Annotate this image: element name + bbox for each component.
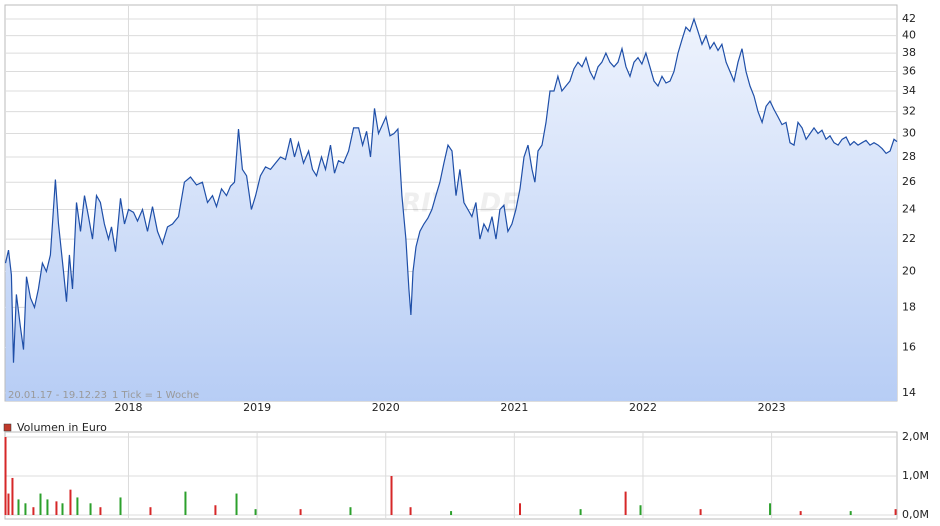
volume-bar xyxy=(214,505,217,515)
volume-bar xyxy=(450,511,453,515)
volume-bar xyxy=(17,499,20,515)
volume-bar xyxy=(349,507,352,515)
volume-bar xyxy=(254,509,257,515)
y-tick-label: 30 xyxy=(902,127,916,140)
legend-swatch xyxy=(3,423,12,432)
volume-bar xyxy=(849,511,852,515)
volume-bar xyxy=(99,507,102,515)
y-tick-label: 34 xyxy=(902,84,916,97)
volume-bar xyxy=(39,493,42,515)
volume-bar xyxy=(69,489,72,515)
y-tick-label: 18 xyxy=(902,300,916,313)
y-tick-label: 24 xyxy=(902,202,916,215)
volume-bar xyxy=(579,509,582,515)
y-tick-label: 38 xyxy=(902,46,916,59)
volume-bar xyxy=(24,503,27,515)
y-tick-label: 40 xyxy=(902,29,916,42)
legend-label: Volumen in Euro xyxy=(17,421,107,434)
volume-bar xyxy=(55,501,58,515)
volume-bar xyxy=(299,509,302,515)
y-tick-label: 0,0M xyxy=(902,508,929,521)
x-tick-label: 2023 xyxy=(758,401,786,414)
volume-bar xyxy=(61,503,64,515)
tick-note: 1 Tick = 1 Woche xyxy=(112,390,199,401)
volume-bar xyxy=(699,509,702,515)
y-tick-label: 26 xyxy=(902,175,916,188)
volume-bar xyxy=(769,503,772,515)
x-tick-label: 2019 xyxy=(243,401,271,414)
x-tick-label: 2022 xyxy=(629,401,657,414)
volume-bar xyxy=(235,493,238,515)
volume-bar xyxy=(76,497,79,515)
y-tick-label: 28 xyxy=(902,150,916,163)
volume-bar xyxy=(184,491,187,515)
x-tick-label: 2021 xyxy=(500,401,528,414)
y-tick-label: 32 xyxy=(902,105,916,118)
volume-bar xyxy=(119,497,122,515)
y-tick-label: 22 xyxy=(902,232,916,245)
volume-bar xyxy=(390,476,393,515)
volume-bar xyxy=(4,437,7,515)
range-label: 20.01.17 - 19.12.23 xyxy=(8,390,107,401)
volume-bar xyxy=(624,491,627,515)
volume-bar xyxy=(409,507,412,515)
x-tick-label: 2018 xyxy=(114,401,142,414)
y-tick-label: 42 xyxy=(902,12,916,25)
x-tick-label: 2020 xyxy=(372,401,400,414)
volume-bar xyxy=(46,499,49,515)
y-tick-label: 1,0M xyxy=(902,469,929,482)
volume-bar xyxy=(11,477,14,515)
volume-bar xyxy=(149,507,152,515)
volume-bar xyxy=(519,503,522,515)
y-tick-label: 14 xyxy=(902,386,916,399)
price-area xyxy=(5,19,897,401)
y-tick-label: 16 xyxy=(902,340,916,353)
volume-bar xyxy=(89,503,92,515)
volume-bar xyxy=(799,511,802,515)
volume-bar xyxy=(639,505,642,515)
volume-bar xyxy=(32,507,35,515)
volume-bar xyxy=(894,509,897,515)
y-tick-label: 36 xyxy=(902,65,916,78)
y-tick-label: 20 xyxy=(902,265,916,278)
volume-bar xyxy=(7,493,10,515)
y-tick-label: 2,0M xyxy=(902,430,929,443)
price-line xyxy=(4,17,898,363)
